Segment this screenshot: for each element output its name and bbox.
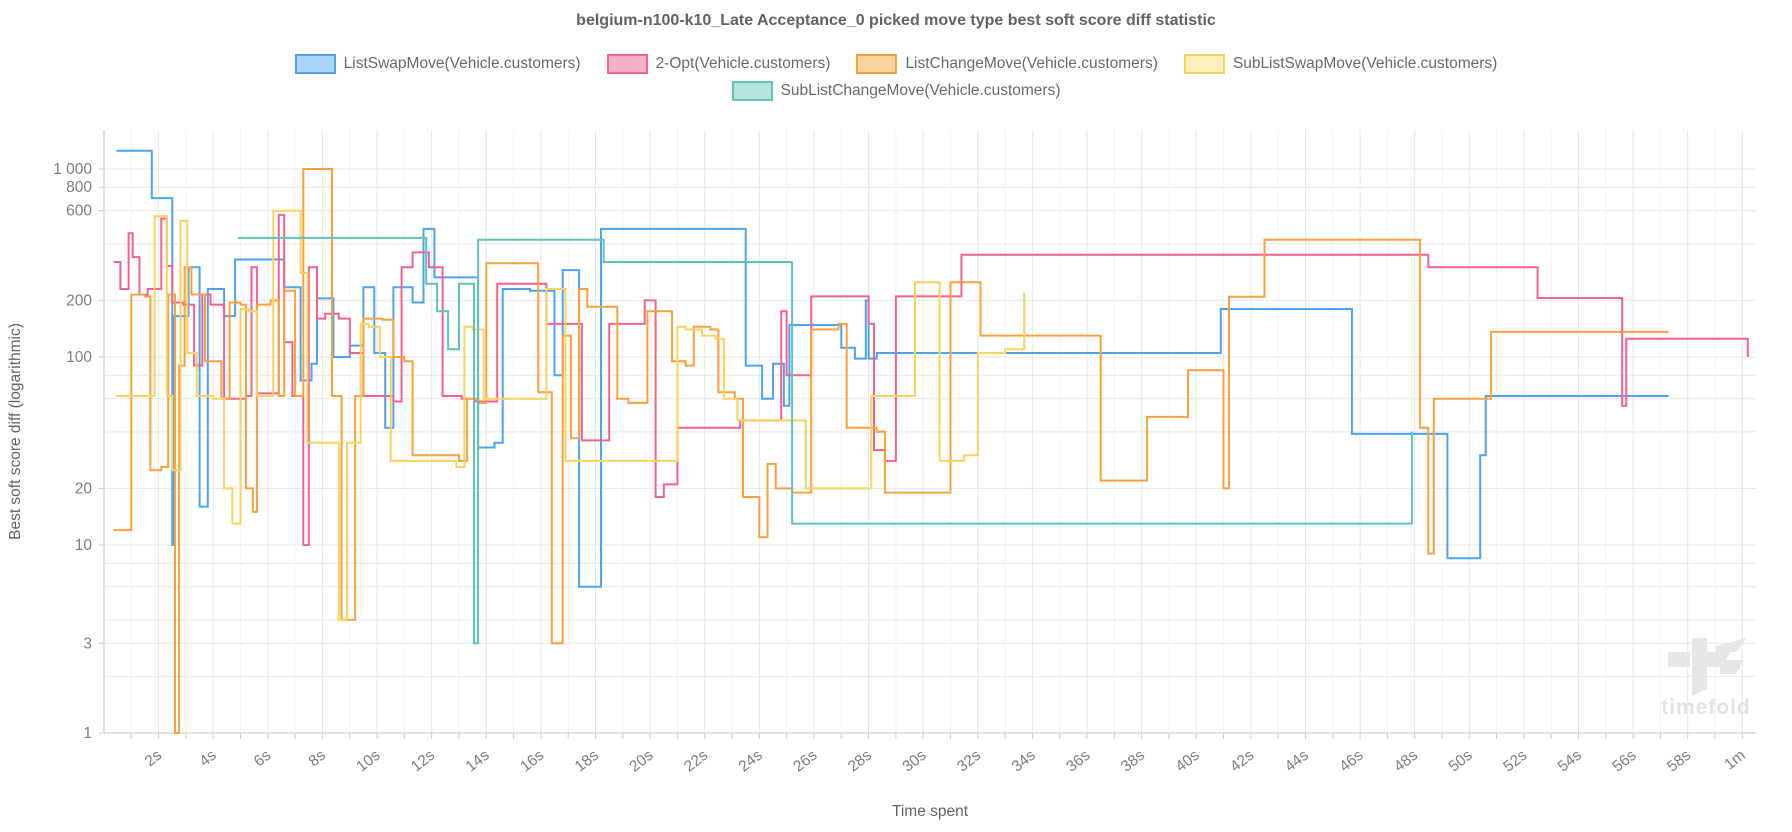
y-tick-label: 600 — [66, 203, 92, 220]
x-tick-label: 40s — [1173, 747, 1203, 776]
series-line-2 — [113, 168, 1669, 734]
x-axis-title: Time spent — [892, 803, 969, 820]
x-tick-label: 8s — [306, 747, 330, 771]
x-tick-label: 20s — [626, 747, 656, 776]
x-tick-label: 6s — [251, 747, 275, 771]
x-tick-label: 12s — [408, 747, 438, 776]
y-tick-label: 1 — [83, 725, 92, 742]
y-tick-label: 200 — [66, 292, 92, 309]
legend-swatch-icon — [731, 81, 773, 101]
x-tick-label: 54s — [1555, 747, 1585, 776]
y-tick-label: 100 — [66, 349, 92, 366]
x-tick-label: 30s — [899, 747, 929, 776]
series-line-4 — [237, 236, 1413, 645]
y-tick-label: 800 — [66, 179, 92, 196]
x-tick-label: 14s — [463, 747, 493, 776]
x-tick-label: 42s — [1227, 747, 1257, 776]
chart-title: belgium-n100-k10_Late Acceptance_0 picke… — [576, 12, 1216, 29]
y-tick-label: 20 — [75, 480, 93, 497]
x-tick-label: 24s — [736, 747, 766, 776]
series-line-0 — [116, 149, 1669, 588]
x-tick-label: 46s — [1336, 747, 1366, 776]
timefold-logo-icon — [1692, 638, 1730, 696]
y-tick-label: 10 — [75, 537, 93, 554]
legend-item-sublistchangemove[interactable]: SubListChangeMove(Vehicle.customers) — [731, 81, 1061, 101]
x-tick-label: 48s — [1391, 747, 1421, 776]
y-axis-title: Best soft score diff (logarithmic) — [7, 323, 24, 540]
x-tick-label: 16s — [517, 747, 547, 776]
legend-label: SubListChangeMove(Vehicle.customers) — [780, 82, 1061, 99]
legend-item-2-opt[interactable]: 2-Opt(Vehicle.customers) — [606, 54, 831, 74]
legend-label: ListChangeMove(Vehicle.customers) — [905, 55, 1158, 72]
legend-label: ListSwapMove(Vehicle.customers) — [343, 55, 581, 72]
legend-label: SubListSwapMove(Vehicle.customers) — [1232, 55, 1498, 72]
x-tick-label: 44s — [1282, 747, 1312, 776]
timefold-watermark: timefold — [1661, 638, 1751, 719]
x-tick-label: 58s — [1664, 747, 1694, 776]
x-tick-label: 56s — [1609, 747, 1639, 776]
x-tick-label: 18s — [572, 747, 602, 776]
x-tick-label: 2s — [142, 747, 166, 771]
legend-item-listswapmove[interactable]: ListSwapMove(Vehicle.customers) — [294, 54, 581, 74]
legend-label: 2-Opt(Vehicle.customers) — [655, 55, 831, 72]
y-tick-label: 1 000 — [53, 161, 92, 178]
timefold-logo-icon — [1720, 660, 1744, 674]
x-tick-label: 52s — [1500, 747, 1530, 776]
legend-row: ListSwapMove(Vehicle.customers) 2-Opt(Veh… — [294, 54, 1498, 74]
series-line-1 — [113, 213, 1749, 546]
x-tick-label: 38s — [1118, 747, 1148, 776]
y-tick-label: 3 — [83, 635, 92, 652]
x-tick-label: 50s — [1446, 747, 1476, 776]
legend-row: SubListChangeMove(Vehicle.customers) — [731, 81, 1061, 101]
timefold-logo-icon — [1668, 652, 1690, 667]
x-tick-label: 10s — [353, 747, 383, 776]
legend-item-sublistswapmove[interactable]: SubListSwapMove(Vehicle.customers) — [1183, 54, 1498, 74]
x-tick-label: 28s — [845, 747, 875, 776]
x-tick-label: 4s — [196, 747, 220, 771]
x-tick-label: 22s — [681, 747, 711, 776]
legend-swatch-icon — [1183, 54, 1225, 74]
timefold-logo-icon — [1716, 638, 1746, 652]
legend-item-listchangemove[interactable]: ListChangeMove(Vehicle.customers) — [856, 54, 1158, 74]
legend-swatch-icon — [294, 54, 336, 74]
x-tick-label: 1m — [1721, 747, 1748, 774]
x-tick-label: 34s — [1009, 747, 1039, 776]
x-tick-label: 32s — [954, 747, 984, 776]
legend-swatch-icon — [856, 54, 898, 74]
watermark-text: timefold — [1661, 696, 1751, 719]
series-line-3 — [116, 209, 1026, 621]
legend: ListSwapMove(Vehicle.customers) 2-Opt(Veh… — [0, 54, 1792, 101]
legend-swatch-icon — [606, 54, 648, 74]
x-tick-label: 36s — [1063, 747, 1093, 776]
x-tick-label: 26s — [790, 747, 820, 776]
